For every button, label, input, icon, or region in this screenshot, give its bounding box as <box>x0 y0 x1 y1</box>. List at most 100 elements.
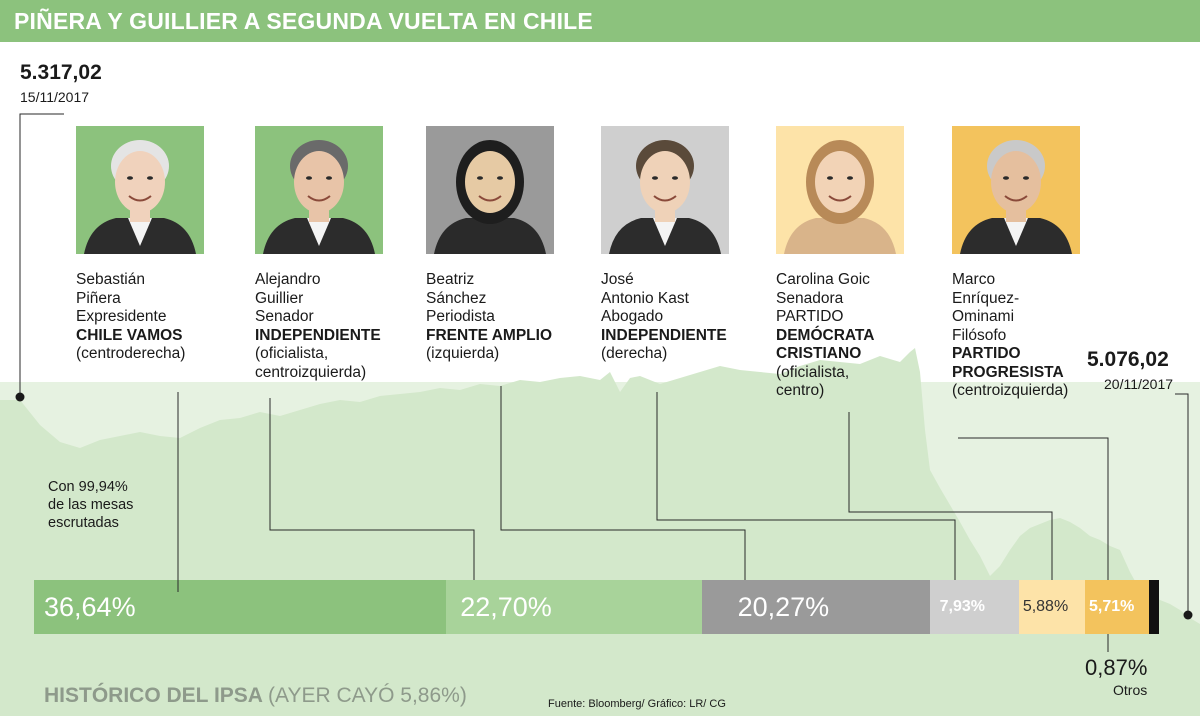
candidate-shirt <box>128 218 152 246</box>
candidate-detail: Antonio Kast <box>601 289 689 307</box>
candidate-eye <box>127 176 133 180</box>
candidate-detail: Senador <box>255 308 314 325</box>
candidate-photo <box>952 126 1080 254</box>
candidate-photo <box>255 126 383 254</box>
candidate-detail: Senadora <box>776 289 844 307</box>
vote-bar-label: 5,88% <box>1022 598 1069 615</box>
candidate-shirt <box>307 218 331 246</box>
candidate-info: Beatriz Sánchez Periodista FRENTE AMPLIO (iz… <box>426 271 552 364</box>
candidate-detail: Filósofo <box>952 326 1007 344</box>
candidate-info: Marco Enríquez- Ominami Filósofo PARTIDO PROG… <box>952 271 1068 401</box>
candidate-orientation: (centroizquierda) <box>952 382 1069 399</box>
candidate-orientation: (oficialista, <box>255 345 329 362</box>
candidate-shirt <box>1004 218 1028 246</box>
otros-percentage: 0,87% <box>1085 655 1148 680</box>
source-note: Fuente: Bloomberg/ Gráfico: LR/ CG <box>548 698 726 710</box>
candidate-mouth <box>307 195 331 202</box>
candidate-photo <box>426 126 554 254</box>
candidate-party: DEMÓCRATA <box>776 326 875 344</box>
vote-bar-segment: 7,93% <box>929 580 1019 634</box>
candidate-mouth <box>653 195 677 202</box>
candidate-photo <box>76 126 204 254</box>
candidate-photo <box>601 126 729 254</box>
candidate-eye <box>306 176 312 180</box>
vote-bar-label: 5,71% <box>1088 598 1135 615</box>
candidate-info: Sebastián Piñera Expresidente CHILE VAMOS (c… <box>76 271 185 364</box>
candidate-eye <box>652 176 658 180</box>
candidate-detail: Sebastián <box>76 271 145 288</box>
candidate-detail: Sánchez <box>426 289 487 307</box>
candidate-eye <box>1023 176 1029 180</box>
candidate-mouth <box>1004 195 1028 202</box>
candidate-detail: Carolina Goic <box>776 271 870 288</box>
ipsa-end-date: 20/11/2017 <box>1104 376 1174 392</box>
candidate-mouth <box>128 195 152 202</box>
candidate-orientation: (centroderecha) <box>76 345 186 362</box>
candidate-mouth <box>478 195 502 202</box>
vote-bar-segment: 5,88% <box>1018 580 1085 634</box>
candidate-orientation: centroizquierda) <box>255 363 367 381</box>
candidate-mouth <box>828 195 852 202</box>
candidate-photo <box>776 126 904 254</box>
candidate-eye <box>1003 176 1009 180</box>
candidate-eye <box>147 176 153 180</box>
candidate-orientation: (derecha) <box>601 345 668 362</box>
ipsa-end-value: 5.076,02 <box>1087 348 1169 371</box>
vote-bar-label: 20,27% <box>737 591 830 622</box>
vote-bar-segment <box>1149 580 1159 634</box>
candidate-detail: Marco <box>952 271 996 288</box>
candidate-face <box>294 151 344 213</box>
candidate-party: INDEPENDIENTE <box>255 326 381 344</box>
vote-bar-segment: 22,70% <box>446 580 702 634</box>
candidate-party: CRISTIANO <box>776 345 862 362</box>
candidate-detail: Periodista <box>426 308 495 325</box>
vote-bar-segment: 20,27% <box>701 580 930 634</box>
candidate-info: Carolina Goic Senadora PARTIDO DEMÓCRATA CRI… <box>776 271 874 401</box>
candidate-detail: Ominami <box>952 308 1015 325</box>
vote-bar-label: 36,64% <box>44 591 136 622</box>
scrutiny-note: Con 99,94% de las mesas escrutadas <box>48 479 134 531</box>
candidate-party: INDEPENDIENTE <box>601 326 727 344</box>
vote-bar-label: 22,70% <box>460 591 552 622</box>
candidate-eye <box>672 176 678 180</box>
ipsa-section-subtitle: (AYER CAYÓ 5,86%) <box>268 684 467 707</box>
page-title: PIÑERA Y GUILLIER A SEGUNDA VUELTA EN CH… <box>14 8 593 34</box>
title-band: PIÑERA Y GUILLIER A SEGUNDA VUELTA EN CH… <box>0 0 1200 42</box>
candidate-shoulders <box>434 218 546 254</box>
vote-bar-segment: 36,64% <box>34 580 447 634</box>
candidate-detail: Enríquez- <box>952 289 1020 307</box>
candidate-eye <box>477 176 483 180</box>
ipsa-start-value: 5.317,02 <box>20 61 102 84</box>
candidate-face <box>640 151 690 213</box>
candidate-face <box>115 151 165 213</box>
ipsa-section-title: HISTÓRICO DEL IPSA (AYER CAYÓ 5,86%) <box>44 684 467 707</box>
candidate-detail: Abogado <box>601 308 664 325</box>
candidate-party: PROGRESISTA <box>952 363 1064 381</box>
candidate-eye <box>847 176 853 180</box>
candidate-detail: Piñera <box>76 289 121 307</box>
candidate-detail: PARTIDO <box>776 308 844 325</box>
otros-label: Otros <box>1113 682 1148 698</box>
ipsa-area <box>0 348 1200 716</box>
candidate-info: José Antonio Kast Abogado INDEPENDIENTE (der… <box>601 271 727 364</box>
candidate-party: FRENTE AMPLIO <box>426 326 553 344</box>
candidate-party: CHILE VAMOS <box>76 326 183 344</box>
candidate-eye <box>326 176 332 180</box>
candidate-detail: José <box>601 271 634 288</box>
candidate-orientation: centro) <box>776 382 825 399</box>
ipsa-start-date: 15/11/2017 <box>20 89 90 105</box>
candidate-eye <box>497 176 503 180</box>
vote-bar-label: 7,93% <box>939 598 985 615</box>
candidate-detail: Expresidente <box>76 308 167 325</box>
candidate-detail: Guillier <box>255 289 304 307</box>
candidate-orientation: (oficialista, <box>776 363 850 381</box>
candidate-shirt <box>653 218 677 246</box>
candidate-shoulders <box>784 218 896 254</box>
candidate-info: Alejandro Guillier Senador INDEPENDIENTE (of… <box>255 271 381 382</box>
candidate-face <box>465 151 515 213</box>
candidate-face <box>991 151 1041 213</box>
vote-bar-segment: 5,71% <box>1084 580 1150 634</box>
candidate-party: PARTIDO <box>952 345 1021 362</box>
candidate-detail: Beatriz <box>426 271 475 288</box>
